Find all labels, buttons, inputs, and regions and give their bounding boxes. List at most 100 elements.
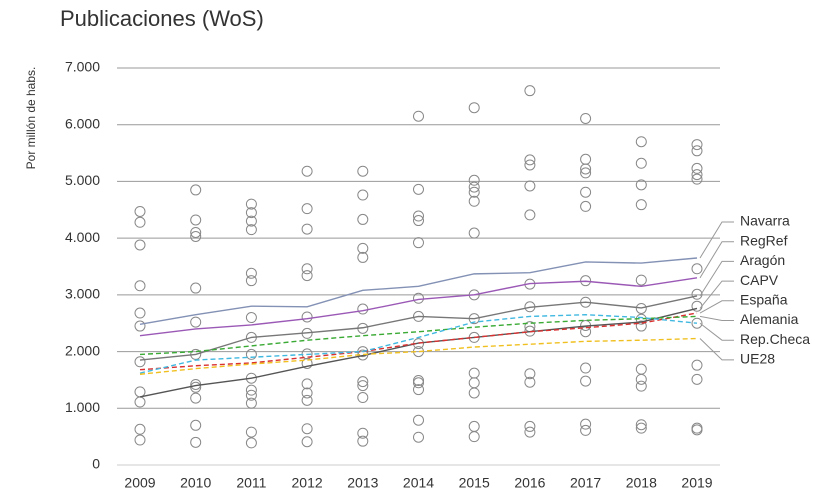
legend-leader [699,322,734,341]
point [245,312,257,324]
point [413,414,424,426]
point [691,359,703,371]
legend-label: España [740,292,788,308]
point [635,157,647,169]
x-tick-label: 2018 [626,475,657,491]
point [413,292,424,304]
point [357,165,369,177]
legend-label: UE28 [740,351,775,367]
x-tick-label: 2017 [570,475,601,491]
point [134,205,146,217]
point [134,423,146,435]
y-tick-label: 2.000 [65,342,100,358]
point [524,209,536,221]
y-tick-label: 3.000 [65,286,100,302]
series-line [139,257,698,326]
x-tick-label: 2011 [236,475,266,491]
point [301,436,313,448]
point [691,173,703,185]
x-tick-label: 2019 [681,475,712,491]
point [134,239,146,251]
point [245,275,257,287]
point [413,237,424,249]
point [691,169,703,181]
y-tick-label: 5.000 [65,172,100,188]
point [635,136,647,148]
point [580,200,592,212]
point [468,186,480,198]
legend-label: Aragón [740,252,785,268]
point [524,85,536,97]
point [301,270,313,282]
y-tick-label: 7.000 [65,59,100,75]
point [691,145,703,157]
point [580,275,592,287]
point [301,203,313,215]
point [468,195,480,207]
point [580,375,592,387]
point [134,396,146,408]
point [580,163,592,175]
point [301,311,313,323]
series-line [139,277,698,337]
point [524,420,536,432]
series-line [139,307,698,398]
point [413,110,424,122]
legend-label: Alemania [740,311,799,327]
point [245,384,257,396]
point [691,317,703,329]
point [635,302,647,314]
point [580,362,592,374]
y-tick-label: 6.000 [65,115,100,131]
legend-leader [699,260,734,297]
point [468,387,480,399]
point [357,380,369,392]
point [580,424,592,436]
legend-leader [699,280,734,309]
point [691,424,703,436]
series-line [139,337,698,375]
x-tick-label: 2013 [347,475,378,491]
point [413,374,424,386]
point [190,316,202,328]
point [301,357,313,369]
x-tick-label: 2016 [514,475,545,491]
legend-leader [699,221,734,259]
point [635,274,647,286]
point [691,162,703,174]
point [468,367,480,379]
point [301,223,313,235]
point [580,167,592,179]
point [357,303,369,315]
point [190,282,202,294]
point [357,435,369,447]
series-line [139,312,698,371]
legend-leader [699,241,734,279]
legend-label: Navarra [740,213,790,229]
point [301,378,313,390]
y-axis-label: Por millón de habs. [24,67,38,170]
chart-title: Publicaciones (WoS) [60,6,264,31]
point [134,356,146,368]
x-tick-label: 2012 [292,475,323,491]
point [468,431,480,443]
point [357,213,369,225]
point [580,418,592,430]
legend-label: RegRef [740,232,788,248]
point [134,280,146,292]
series-line [139,314,698,374]
point [245,198,257,210]
point [635,373,647,385]
point [580,153,592,165]
point [635,380,647,392]
point [468,377,480,389]
point [691,263,703,275]
point [134,386,146,398]
point [357,189,369,201]
point [357,427,369,439]
point [468,420,480,432]
point [245,215,257,227]
point [468,181,480,193]
point [190,184,202,196]
point [190,436,202,448]
